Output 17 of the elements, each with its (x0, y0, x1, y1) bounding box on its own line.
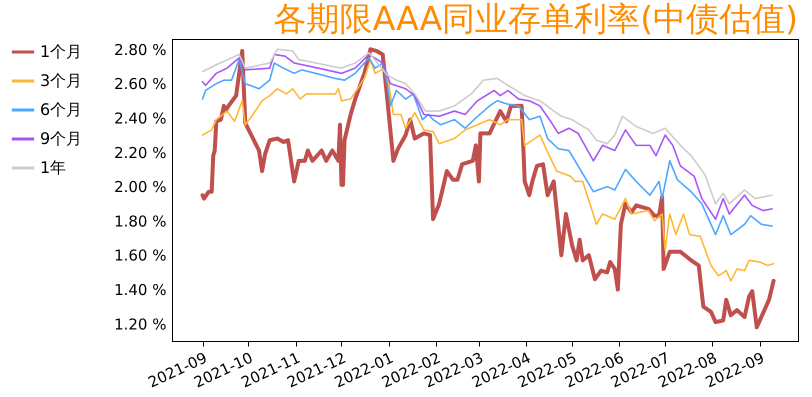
y-tick-label: 2.00 % (114, 178, 166, 196)
legend-label: 6个月 (40, 100, 82, 119)
y-tick-label: 1.40 % (114, 281, 166, 300)
legend-label: 1年 (40, 158, 66, 177)
y-tick-label: 2.20 % (114, 144, 166, 162)
line-series (202, 58, 774, 282)
chart-title: 各期限AAA同业存单利率(中债估值) (274, 0, 798, 38)
legend-label: 1个月 (40, 42, 82, 61)
line-series (200, 47, 776, 330)
y-tick-label: 1.80 % (114, 212, 166, 230)
legend-label: 3个月 (40, 71, 82, 90)
y-tick-label: 2.60 % (114, 75, 166, 94)
y-tick-label: 2.80 % (114, 40, 166, 59)
y-tick-label: 2.40 % (114, 109, 166, 128)
y-tick-label: 1.60 % (114, 246, 166, 265)
legend-label: 9个月 (40, 129, 82, 148)
y-tick-label: 1.20 % (114, 315, 166, 334)
